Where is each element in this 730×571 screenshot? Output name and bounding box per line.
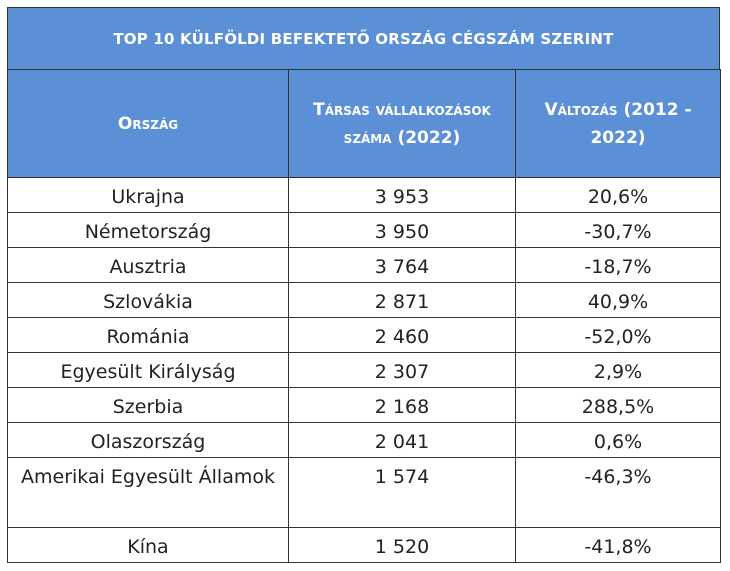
cell-country: Olaszország (7, 422, 289, 458)
cell-change: 40,9% (515, 282, 721, 318)
cell-country: Kína (7, 527, 289, 563)
cell-change: 288,5% (515, 387, 721, 423)
table-row: Szlovákia 2 871 40,9% (7, 282, 721, 318)
cell-companies: 3 950 (288, 212, 516, 248)
table-title: TOP 10 KÜLFÖLDI BEFEKTETŐ ORSZÁG CÉGSZÁM… (7, 7, 720, 69)
cell-companies: 3 953 (288, 177, 516, 213)
table-row: Kína 1 520 -41,8% (7, 527, 721, 563)
table-row: Egyesült Királyság 2 307 2,9% (7, 352, 721, 388)
header-companies: Társas vállalkozások száma (2022) (288, 69, 516, 178)
cell-change: -46,3% (515, 457, 721, 528)
header-country: Ország (7, 69, 289, 178)
cell-country: Szerbia (7, 387, 289, 423)
cell-change: -52,0% (515, 317, 721, 353)
table-row: Szerbia 2 168 288,5% (7, 387, 721, 423)
cell-companies: 1 574 (288, 457, 516, 528)
cell-country: Ukrajna (7, 177, 289, 213)
cell-companies: 2 871 (288, 282, 516, 318)
cell-companies: 2 168 (288, 387, 516, 423)
cell-companies: 3 764 (288, 247, 516, 283)
table-row: Németország 3 950 -30,7% (7, 212, 721, 248)
cell-change: 20,6% (515, 177, 721, 213)
cell-country: Németország (7, 212, 289, 248)
cell-change: 2,9% (515, 352, 721, 388)
cell-country: Amerikai Egyesült Államok (7, 457, 289, 528)
cell-companies: 2 041 (288, 422, 516, 458)
table-row: Amerikai Egyesült Államok 1 574 -46,3% (7, 457, 721, 528)
table-row: Ausztria 3 764 -18,7% (7, 247, 721, 283)
cell-change: -18,7% (515, 247, 721, 283)
cell-change: -41,8% (515, 527, 721, 563)
table-row: Románia 2 460 -52,0% (7, 317, 721, 353)
cell-change: -30,7% (515, 212, 721, 248)
cell-change: 0,6% (515, 422, 721, 458)
cell-companies: 2 460 (288, 317, 516, 353)
cell-country: Ausztria (7, 247, 289, 283)
cell-country: Szlovákia (7, 282, 289, 318)
investor-table-container: TOP 10 KÜLFÖLDI BEFEKTETŐ ORSZÁG CÉGSZÁM… (7, 7, 721, 563)
table-row: Ukrajna 3 953 20,6% (7, 177, 721, 213)
cell-companies: 1 520 (288, 527, 516, 563)
table-row: Olaszország 2 041 0,6% (7, 422, 721, 458)
investor-table: Ország Társas vállalkozások száma (2022)… (7, 69, 721, 563)
cell-country: Románia (7, 317, 289, 353)
cell-companies: 2 307 (288, 352, 516, 388)
header-row: Ország Társas vállalkozások száma (2022)… (7, 69, 721, 178)
cell-country: Egyesült Királyság (7, 352, 289, 388)
header-change: Változás (2012 - 2022) (515, 69, 721, 178)
